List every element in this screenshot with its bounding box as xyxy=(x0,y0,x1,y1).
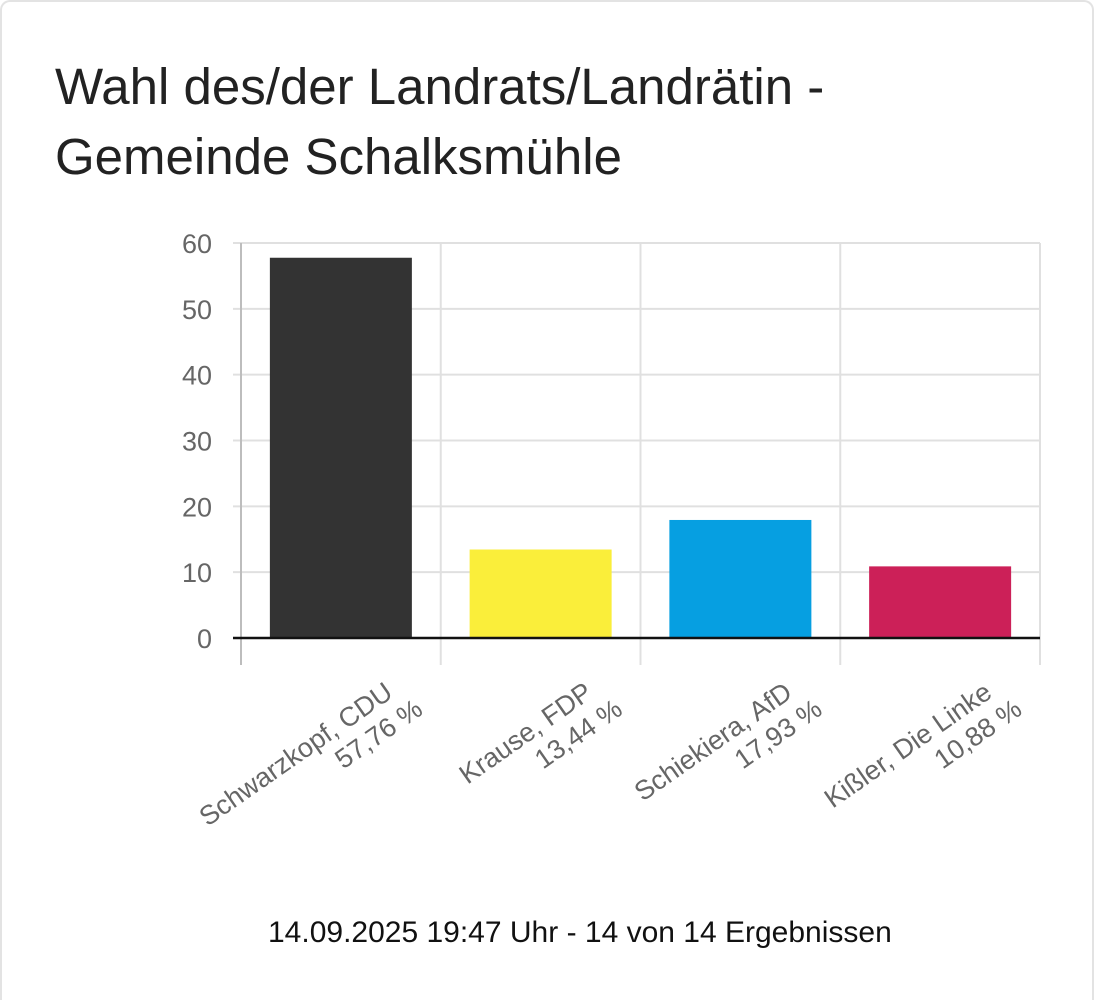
bar-2 xyxy=(669,519,812,638)
y-tick-label: 10 xyxy=(182,558,212,588)
x-tick-label: Krause, FDP13,44 % xyxy=(454,668,628,815)
y-tick-label: 0 xyxy=(197,624,212,654)
x-tick-label: Schiekiera, AfD17,93 % xyxy=(629,668,827,832)
chart-title: Wahl des/der Landrats/Landrätin - Gemein… xyxy=(55,58,825,185)
bar-0 xyxy=(269,257,412,638)
y-tick-label: 40 xyxy=(182,361,212,391)
bar-1 xyxy=(469,549,612,638)
bar-chart: 0 10 20 30 40 50 60 Schwarzkopf, CDU57,76 % Krau… xyxy=(182,229,1041,857)
x-tick-label: Kißler, Die Linke10,88 % xyxy=(819,668,1027,839)
y-tick-label: 30 xyxy=(182,427,212,457)
result-timestamp: 14.09.2025 19:47 Uhr - 14 von 14 Ergebni… xyxy=(268,916,892,949)
y-tick-label: 20 xyxy=(182,492,212,522)
y-tick-label: 50 xyxy=(182,295,212,325)
bar-3 xyxy=(869,566,1012,638)
x-tick-label: Schwarzkopf, CDU57,76 % xyxy=(194,668,428,857)
y-tick-label: 60 xyxy=(182,229,212,259)
